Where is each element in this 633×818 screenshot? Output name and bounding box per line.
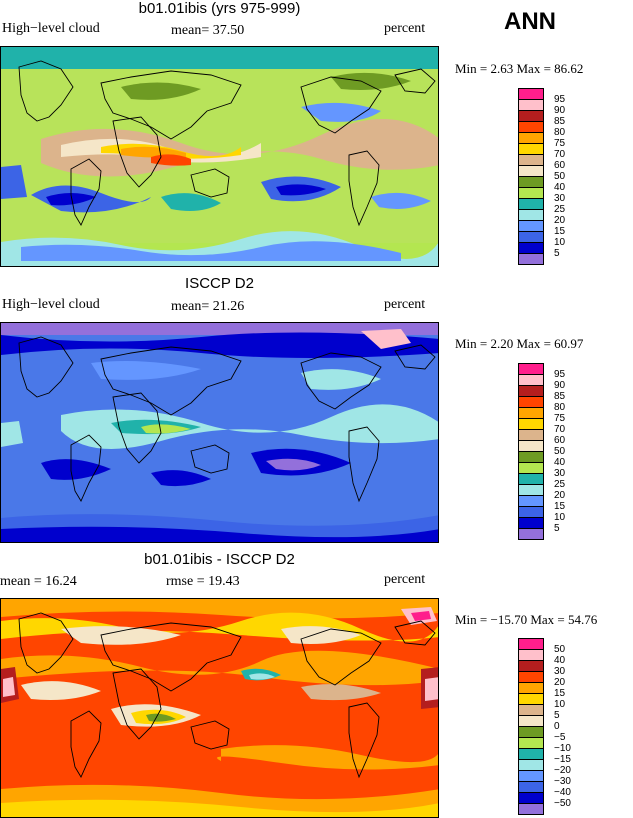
panel-3-cbar-label: 50 [554,644,566,655]
panel-3-cbar-label: 0 [554,721,560,732]
panel-1-center-label: mean= 37.50 [171,23,245,38]
colorbar-swatch [518,253,544,265]
panel-2-cbar-label: 95 [554,369,566,380]
panel-2-cbar-label: 20 [554,490,566,501]
panel-1-title: b01.01ibis (yrs 975-999) [138,0,301,17]
panel-2-cbar-label: 85 [554,391,566,402]
colorbar-swatch [518,803,544,815]
panel-2-cbar-label: 5 [554,523,560,534]
panel-1-cbar-label: 75 [554,138,566,149]
panel-2-cbar-label: 10 [554,512,566,523]
panel-3-left-label: mean = 16.24 [0,574,77,589]
panel-1-cbar-label: 95 [554,94,566,105]
panel-1-cbar-label: 10 [554,237,566,248]
panel-1-cbar-label: 70 [554,149,566,160]
panel-2-cbar-label: 90 [554,380,566,391]
panel-2-cbar-label: 25 [554,479,566,490]
panel-1-cbar-label: 30 [554,193,566,204]
panel-1-cbar-label: 20 [554,215,566,226]
panel-1-cbar-label: 85 [554,116,566,127]
panel-1-cbar-label: 5 [554,248,560,259]
panel-2-map [0,322,439,543]
panel-3-cbar-label: −40 [554,787,571,798]
panel-3-cbar-label: 20 [554,677,566,688]
panel-1-cbar-label: 40 [554,182,566,193]
panel-1-cbar-label: 80 [554,127,566,138]
panel-1-minmax: Min = 2.63 Max = 86.62 [455,61,584,76]
panel-3-cbar-label: −30 [554,776,571,787]
panel-2-cbar-label: 60 [554,435,566,446]
panel-2-minmax: Min = 2.20 Max = 60.97 [455,336,584,351]
panel-1-left-label: High−level cloud [2,21,100,36]
panel-2-center-label: mean= 21.26 [171,299,245,314]
panel-3-cbar-label: 15 [554,688,566,699]
panel-3-map [0,598,439,818]
panel-2-cbar-label: 40 [554,457,566,468]
panel-3-cbar-label: −20 [554,765,571,776]
panel-3-right-label: percent [384,572,426,587]
panel-2-cbar-label: 75 [554,413,566,424]
panel-1-cbar-label: 60 [554,160,566,171]
panel-3-cbar-label: 30 [554,666,566,677]
panel-2-cbar-label: 50 [554,446,566,457]
season-label: ANN [504,8,556,35]
panel-3-title: b01.01ibis - ISCCP D2 [144,551,295,568]
panel-2-right-label: percent [384,297,426,312]
panel-3-cbar-label: −50 [554,798,571,809]
panel-3-center-label: rmse = 19.43 [166,574,240,589]
panel-2-left-label: High−level cloud [2,297,100,312]
panel-2-cbar-label: 80 [554,402,566,413]
panel-1-cbar-label: 50 [554,171,566,182]
panel-1-cbar-label: 90 [554,105,566,116]
panel-3-cbar-label: −5 [554,732,566,743]
panel-1-cbar-label: 15 [554,226,566,237]
panel-2-cbar-label: 70 [554,424,566,435]
panel-3-minmax: Min = −15.70 Max = 54.76 [455,612,598,627]
panel-3-cbar-label: 40 [554,655,566,666]
panel-1-cbar-label: 25 [554,204,566,215]
panel-3-cbar-label: −15 [554,754,571,765]
panel-3-cbar-label: 10 [554,699,566,710]
panel-2-cbar-label: 30 [554,468,566,479]
panel-3-cbar-label: 5 [554,710,560,721]
panel-2-title: ISCCP D2 [185,275,254,292]
colorbar-swatch [518,528,544,540]
panel-1-right-label: percent [384,21,426,36]
panel-2-cbar-label: 15 [554,501,566,512]
panel-1-map [0,46,439,267]
panel-3-cbar-label: −10 [554,743,571,754]
